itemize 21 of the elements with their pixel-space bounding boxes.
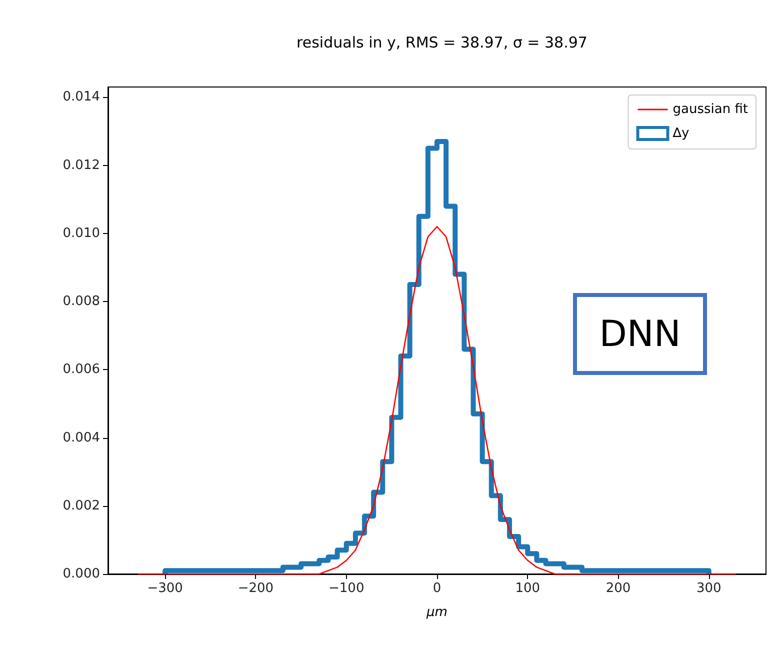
x-axis-title: μm — [426, 605, 448, 620]
x-tick-label: −100 — [328, 581, 364, 596]
y-tick-label: 0.006 — [62, 362, 100, 378]
y-tick-label: 0.014 — [62, 90, 100, 105]
x-tick-label: 100 — [515, 581, 540, 596]
y-tick-label: 0.004 — [62, 430, 100, 446]
x-tick-label: 0 — [432, 581, 442, 596]
legend-label: ∆y — [672, 126, 690, 141]
x-tick-label: −300 — [147, 581, 183, 596]
legend-label: gaussian fit — [672, 102, 748, 117]
annotation: DNN — [573, 293, 707, 375]
y-tick-label: 0.012 — [62, 158, 100, 173]
line-series — [137, 226, 737, 575]
x-tick-label: −200 — [238, 581, 274, 596]
chart-title: residuals in y, RMS = 38.97, σ = 38.97 — [296, 34, 588, 52]
y-tick-label: 0.000 — [62, 566, 100, 582]
x-tick-label: 300 — [696, 581, 722, 596]
y-tick-label: 0.002 — [62, 498, 100, 514]
y-tick-label: 0.008 — [62, 294, 100, 310]
y-tick-label: 0.010 — [62, 226, 100, 241]
x-tick-label: 200 — [606, 581, 631, 596]
